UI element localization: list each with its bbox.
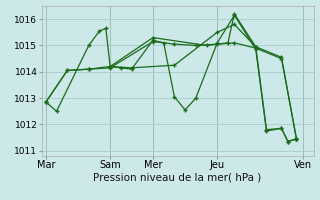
X-axis label: Pression niveau de la mer( hPa ): Pression niveau de la mer( hPa ) (93, 173, 262, 183)
